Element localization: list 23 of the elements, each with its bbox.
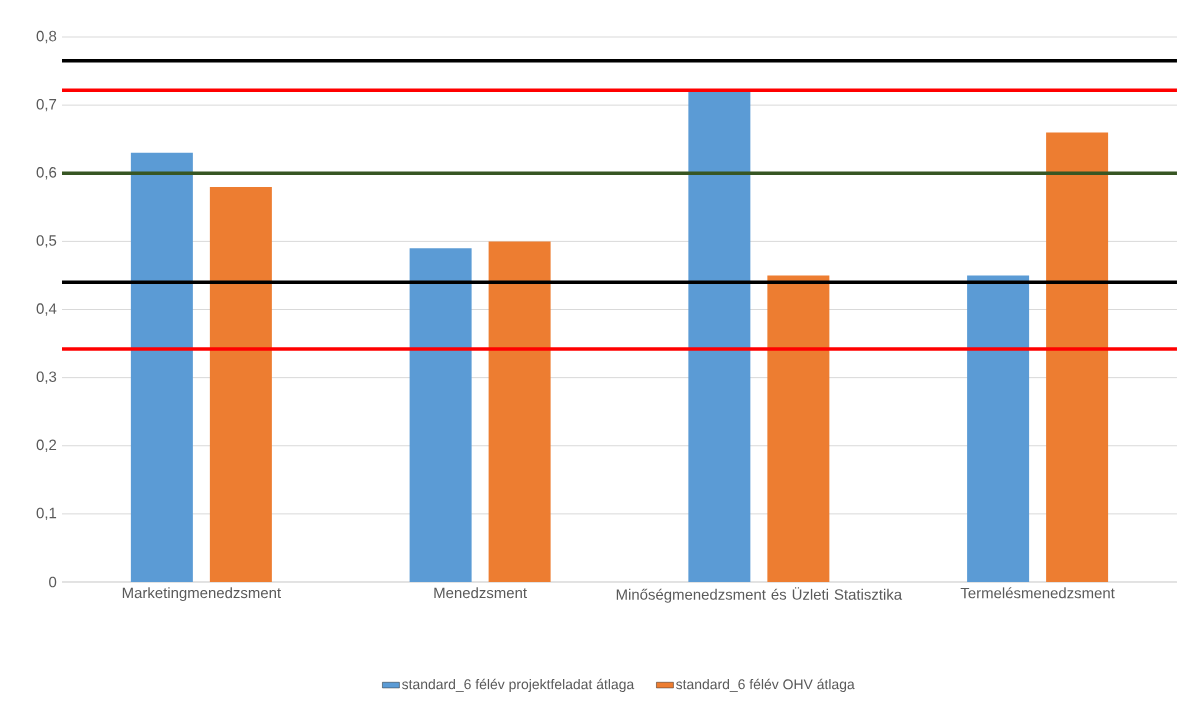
- bar: [130, 152, 193, 582]
- y-tick-label: 0,8: [36, 30, 57, 44]
- bar: [1046, 132, 1109, 582]
- bar: [767, 275, 830, 582]
- bar: [967, 275, 1030, 582]
- bar: [209, 186, 272, 582]
- y-tick-label: 0,2: [36, 439, 57, 452]
- y-tick-label: 0,4: [36, 303, 57, 316]
- x-tick-label: Menedzsment: [434, 587, 527, 599]
- bar: [409, 248, 472, 582]
- x-tick-label: Termelésmenedzsment: [960, 587, 1115, 599]
- x-tick-label: Marketingmenedzsment: [122, 587, 281, 602]
- bar: [488, 241, 551, 582]
- y-tick-label: 0: [49, 576, 57, 588]
- legend-label: standard_6 félév projektfeladat átlaga: [402, 678, 635, 692]
- y-tick-label: 0,3: [36, 371, 57, 384]
- y-tick-label: 0,5: [36, 235, 57, 248]
- bar: [688, 91, 751, 582]
- legend-label: standard_6 félév OHV átlaga: [676, 678, 855, 692]
- y-tick-label: 0,7: [36, 98, 57, 112]
- x-tick-label: Minőségmenedzsment és Üzleti Statisztika: [616, 587, 903, 603]
- y-tick-label: 0,1: [36, 507, 57, 521]
- y-tick-label: 0,6: [36, 167, 57, 180]
